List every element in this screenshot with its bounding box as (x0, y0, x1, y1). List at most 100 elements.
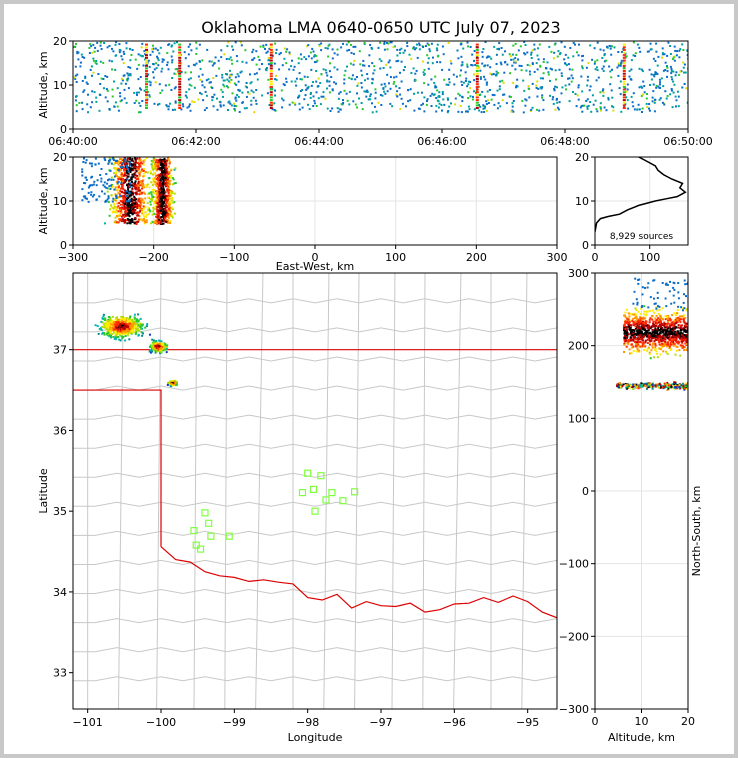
county-line (73, 588, 557, 595)
x-tick-label: −100 (146, 716, 176, 729)
county-line (73, 385, 557, 391)
axes-border (72, 272, 558, 710)
y-tick-label: 200 (568, 340, 589, 353)
x-tick-label: 06:48:00 (540, 135, 589, 148)
county-line (73, 530, 557, 536)
x-tick-label: 20 (681, 715, 695, 728)
lma-station-marker (309, 485, 318, 493)
county-line (117, 273, 125, 709)
x-tick-label: 06:50:00 (663, 135, 712, 148)
figure-frame: Oklahoma LMA 0640-0650 UTC July 07, 2023… (4, 4, 734, 754)
x-tick-label: 200 (466, 251, 487, 264)
county-line (73, 647, 557, 653)
x-tick-label: −96 (443, 716, 466, 729)
y-tick-label: 37 (53, 344, 67, 357)
lma-figure: Oklahoma LMA 0640-0650 UTC July 07, 2023… (37, 18, 713, 744)
y-tick-label: −100 (559, 558, 589, 571)
lma-station-marker (201, 509, 209, 517)
county-line (73, 414, 557, 420)
x-tick-label: 06:42:00 (171, 135, 220, 148)
lma-station-marker (298, 489, 307, 497)
x-tick-label: 100 (639, 251, 660, 264)
x-tick-label: 0 (592, 715, 599, 728)
lma-station-marker (190, 526, 198, 535)
county-line (73, 443, 557, 449)
county-line (422, 273, 426, 709)
figure-title: Oklahoma LMA 0640-0650 UTC July 07, 2023 (201, 18, 560, 37)
y-tick-label: 10 (53, 195, 67, 208)
time-height-panel: 06:40:00 06:42:00 06:44:00 06:46:00 06:48:00… (37, 35, 713, 148)
county-line (73, 676, 557, 682)
lma-station-marker (225, 532, 233, 540)
lma-station-marker (328, 489, 336, 497)
y-tick-label: 33 (53, 667, 67, 680)
y-tick-label: 300 (568, 267, 589, 280)
y-tick-label: 20 (53, 151, 67, 164)
plan-view-sources (94, 313, 178, 388)
x-axis-label: East-West, km (276, 260, 354, 273)
state-border-red-river (160, 546, 557, 619)
x-tick-label: 06:46:00 (417, 135, 466, 148)
county-line (193, 273, 198, 709)
ns-altitude-panel: 0 10 20 −300 −200 −100 0 100 200 300 Altitude, km N… (559, 267, 703, 744)
x-tick-label: 10 (635, 715, 649, 728)
x-tick-label: 300 (547, 251, 568, 264)
county-line (73, 298, 557, 304)
lma-station-marker (197, 545, 205, 553)
x-tick-label: −300 (58, 251, 88, 264)
x-tick-label: −95 (516, 716, 539, 729)
plan-view-panel: −101 −100 −99 −98 −97 −96 −95 33 34 35 36 37 Longitu… (37, 272, 558, 744)
x-tick-label: 06:44:00 (294, 135, 343, 148)
county-line (224, 273, 228, 709)
x-tick-label: 06:40:00 (48, 135, 97, 148)
y-tick-label: 20 (575, 151, 589, 164)
y-axis-label: Altitude, km (37, 51, 50, 118)
county-line (453, 273, 462, 709)
y-tick-label: 36 (53, 424, 67, 437)
state-border-panhandle (73, 389, 162, 547)
x-tick-label: −97 (369, 716, 392, 729)
altitude-histogram-panel: 0 100 0 10 20 8,929 sources (575, 151, 689, 264)
lma-station-marker (205, 519, 213, 527)
lma-station-marker (192, 541, 200, 549)
lma-station-marker (207, 532, 215, 540)
lma-station-marker (311, 507, 319, 515)
ew-altitude-panel: −300 −200 −100 0 100 200 300 0 10 20 East-West, km… (37, 151, 568, 273)
x-tick-label: −200 (139, 251, 169, 264)
lma-station-marker (304, 469, 312, 477)
county-line (73, 618, 557, 624)
x-tick-label: −100 (219, 251, 249, 264)
county-line (73, 472, 557, 478)
x-axis-label: Longitude (288, 731, 343, 744)
y-tick-label: 0 (582, 485, 589, 498)
y-tick-label: 35 (53, 505, 67, 518)
y-axis-label: North-South, km (690, 486, 703, 577)
county-line (255, 273, 264, 709)
y-axis-label: Latitude (37, 468, 50, 514)
county-line (73, 559, 557, 566)
county-line (73, 501, 557, 507)
y-tick-label: 0 (60, 239, 67, 252)
time-height-sources (73, 41, 688, 114)
y-tick-label: −300 (559, 703, 589, 716)
x-tick-label: 0 (592, 251, 599, 264)
y-tick-label: 34 (53, 586, 67, 599)
county-line (323, 273, 330, 709)
y-tick-label: 10 (575, 195, 589, 208)
y-tick-label: −200 (559, 630, 589, 643)
x-tick-label: −99 (223, 716, 246, 729)
county-line (73, 356, 557, 362)
county-line (354, 273, 360, 709)
y-tick-label: 20 (53, 35, 67, 48)
y-tick-label: 0 (60, 123, 67, 136)
y-tick-label: 10 (53, 79, 67, 92)
altitude-profile-line (595, 157, 687, 232)
x-tick-label: −98 (296, 716, 319, 729)
y-tick-label: 0 (582, 239, 589, 252)
x-tick-label: 0 (312, 251, 319, 264)
x-tick-label: −101 (73, 716, 103, 729)
county-line (73, 327, 557, 333)
lma-station-marker (322, 496, 330, 504)
lma-station-marker (351, 488, 359, 496)
lma-station-marker (339, 497, 347, 505)
